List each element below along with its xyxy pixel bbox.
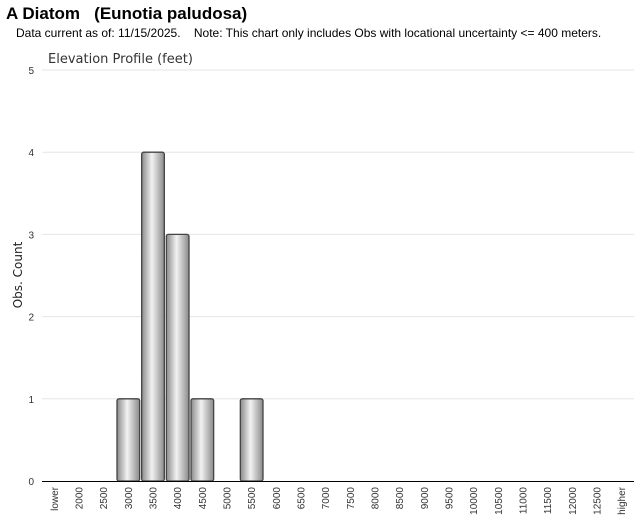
data-note: Data current as of: 11/15/2025. Note: Th… xyxy=(16,26,602,40)
chart-title: Elevation Profile (feet) xyxy=(48,52,193,67)
y-axis-title: Obs. Count xyxy=(11,241,25,308)
x-tick-label: 2000 xyxy=(75,487,86,510)
x-tick-label: 4000 xyxy=(173,487,184,510)
x-tick-label: 6000 xyxy=(272,487,283,510)
x-tick-label: 9000 xyxy=(420,487,431,510)
bars xyxy=(116,151,264,482)
x-tick-label: 8500 xyxy=(395,487,406,510)
bar-3500 xyxy=(141,151,165,482)
x-tick-label: 5500 xyxy=(247,487,258,510)
y-tick-label: 0 xyxy=(28,477,34,488)
x-tick-label: 6500 xyxy=(297,487,308,510)
x-tick-label: 2500 xyxy=(99,487,110,510)
x-tick-label: 10000 xyxy=(469,487,480,515)
x-tick-label: 3500 xyxy=(149,487,160,510)
page-title: A Diatom (Eunotia paludosa) xyxy=(6,4,248,23)
x-tick-label: lower xyxy=(50,486,61,511)
x-tick-label: 12000 xyxy=(568,487,579,515)
bar-4500 xyxy=(190,398,215,482)
bar-3000 xyxy=(116,398,141,482)
x-tick-label: 9500 xyxy=(445,487,456,510)
y-axis-ticks: 0 1 2 3 4 5 xyxy=(28,66,34,488)
x-tick-label: 3000 xyxy=(124,487,135,510)
gridlines xyxy=(42,69,634,400)
x-tick-label: 12500 xyxy=(593,487,604,515)
y-tick-label: 1 xyxy=(28,395,34,406)
x-tick-label: 11500 xyxy=(543,487,554,515)
x-tick-label: 11000 xyxy=(519,487,530,515)
x-tick-label: 10500 xyxy=(494,487,505,515)
bar-4000 xyxy=(165,233,190,482)
x-tick-label: 7500 xyxy=(346,487,357,510)
y-tick-label: 2 xyxy=(28,313,34,324)
x-tick-label: 5000 xyxy=(223,487,234,510)
x-tick-label: 8000 xyxy=(371,487,382,510)
bar-5500 xyxy=(239,398,264,482)
y-tick-label: 3 xyxy=(28,230,34,241)
x-tick-label: 7000 xyxy=(321,487,332,510)
x-axis-ticks: lower 2000 2500 3000 3500 4000 4500 5000 5500 600… xyxy=(50,486,628,514)
y-tick-label: 5 xyxy=(28,66,34,77)
x-tick-label: 4500 xyxy=(198,487,209,510)
x-tick-label: higher xyxy=(617,486,628,514)
y-tick-label: 4 xyxy=(28,148,34,159)
